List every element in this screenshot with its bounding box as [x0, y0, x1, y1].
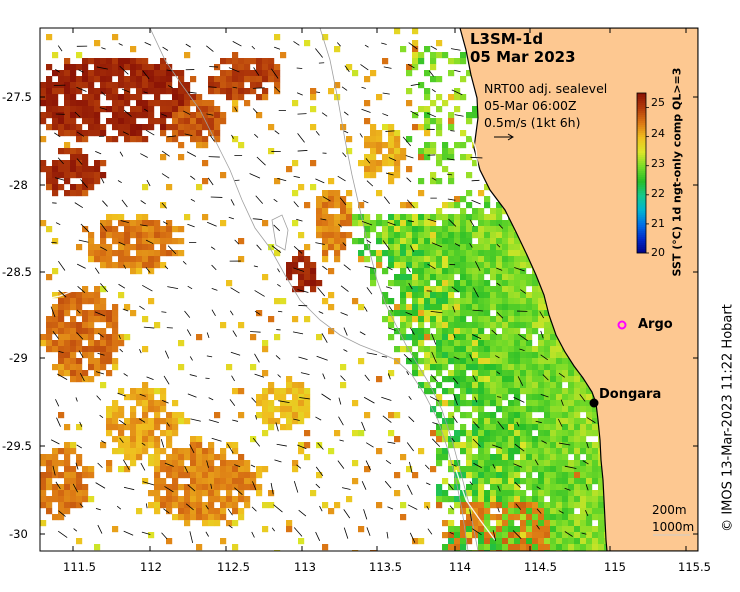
place-label-dongara: Dongara	[599, 387, 662, 402]
depth-legend-1000: 1000m	[652, 520, 695, 534]
colorbar-tick: 20	[651, 246, 665, 259]
info-time: 05-Mar 06:00Z	[484, 98, 577, 113]
current-info: NRT00 adj. sealevel 05-Mar 06:00Z 0.5m/s…	[484, 80, 607, 131]
map-title: L3SM-1d 05 Mar 2023	[470, 30, 576, 66]
lat-label: -27.5	[2, 90, 32, 104]
lon-label: 112	[140, 560, 162, 574]
title-product: L3SM-1d	[470, 30, 544, 48]
colorbar-title: SST (°C) 1d ngt-only comp QL>=3	[670, 67, 684, 277]
lon-label: 113.5	[369, 560, 402, 574]
lat-label: -28.5	[2, 265, 32, 279]
lon-label: 115.5	[678, 560, 711, 574]
lon-label: 111.5	[63, 560, 96, 574]
lat-label: -30	[9, 527, 28, 541]
lon-label: 114.5	[524, 560, 557, 574]
colorbar	[636, 92, 649, 254]
lat-label: -29.5	[2, 439, 32, 453]
map-frame	[39, 27, 699, 552]
depth-legend-200: 200m	[652, 503, 687, 517]
colorbar-tick: 22	[651, 187, 665, 200]
info-source: NRT00 adj. sealevel	[484, 81, 608, 96]
bathymetry-contours	[149, 28, 479, 551]
sst-pixel-field	[40, 28, 611, 551]
lon-label: 115	[604, 560, 626, 574]
current-vectors	[50, 41, 596, 544]
reference-arrow	[494, 133, 514, 141]
info-scale: 0.5m/s (1kt 6h)	[484, 115, 581, 130]
lon-label: 113	[294, 560, 316, 574]
lon-label: 112.5	[217, 560, 250, 574]
argo-marker	[617, 320, 627, 330]
depth-legend: 200m 1000m	[652, 502, 694, 536]
dongara-marker	[589, 398, 599, 408]
lat-label: -29	[9, 351, 28, 365]
place-label-argo: Argo	[638, 317, 673, 332]
credit-text: © IMOS 13-Mar-2023 11:22 Hobart	[720, 304, 736, 532]
colorbar-tick: 25	[651, 96, 665, 109]
colorbar-tick: 24	[651, 127, 665, 140]
colorbar-tick: 21	[651, 217, 665, 230]
lon-label: 114	[449, 560, 471, 574]
title-date: 05 Mar 2023	[470, 48, 576, 66]
colorbar-tick: 23	[651, 157, 665, 170]
lat-label: -28	[9, 178, 28, 192]
